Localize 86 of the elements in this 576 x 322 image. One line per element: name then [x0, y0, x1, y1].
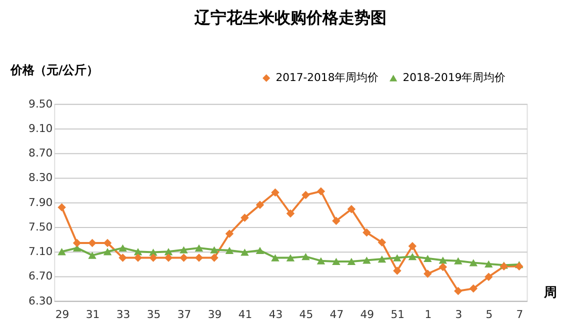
point [72, 238, 82, 248]
point [469, 259, 478, 266]
x-axis-title: 周 [542, 285, 557, 300]
point [378, 238, 386, 247]
point [58, 203, 66, 212]
x-tick-label: 7 [516, 308, 524, 322]
x-tick-label: 37 [177, 308, 192, 322]
point [134, 248, 142, 256]
x-tick-label: 1 [424, 308, 432, 322]
x-tick-label: 35 [146, 308, 161, 322]
point [347, 258, 356, 266]
y-tick-label: 6.70 [28, 270, 53, 283]
point [88, 238, 96, 248]
x-tick-label: 29 [55, 308, 70, 322]
point [194, 254, 204, 262]
y-tick-label: 6.30 [28, 294, 53, 308]
point [118, 254, 127, 262]
x-tick-label: 33 [116, 308, 130, 322]
x-tick-label: 47 [330, 308, 344, 322]
y-tick-label: 9.50 [28, 97, 53, 110]
point [362, 228, 371, 237]
point [210, 254, 218, 262]
point [194, 244, 204, 252]
point [58, 248, 66, 256]
point [103, 248, 112, 256]
x-tick-label: 51 [390, 308, 405, 322]
point [332, 216, 340, 225]
point [164, 248, 173, 256]
point [332, 258, 340, 266]
y-tick-label: 7.90 [28, 196, 53, 209]
point [408, 242, 417, 250]
point [424, 270, 432, 278]
point [240, 214, 249, 222]
point [180, 246, 188, 254]
point [180, 254, 188, 262]
point [210, 246, 218, 254]
point [393, 254, 402, 262]
point [454, 257, 462, 264]
point [271, 254, 280, 262]
point [469, 284, 478, 293]
x-tick-label: 31 [86, 308, 100, 322]
point [515, 262, 524, 271]
point [302, 252, 310, 260]
point [393, 266, 402, 275]
x-tick-label: 3 [455, 308, 462, 322]
point [256, 246, 264, 254]
point [134, 254, 142, 262]
legend-label: 2018-2019年周均价 [402, 71, 506, 84]
point [316, 257, 326, 264]
point [240, 248, 249, 256]
point [484, 260, 493, 268]
point [286, 254, 295, 262]
point [225, 246, 234, 254]
point [408, 252, 417, 260]
point [164, 254, 173, 262]
point [302, 190, 310, 200]
point [118, 244, 127, 252]
point [347, 205, 356, 214]
x-tick-label: 45 [299, 308, 314, 322]
x-tick-label: 39 [208, 308, 222, 322]
x-tick-label: 49 [360, 308, 374, 322]
y-tick-label: 9.10 [28, 122, 53, 135]
y-axis-title: 价格（元/公斤） [9, 62, 99, 77]
y-tick-label: 8.70 [28, 146, 53, 160]
x-tick-label: 5 [486, 308, 493, 322]
point [484, 272, 493, 281]
point [378, 255, 386, 263]
point [286, 209, 295, 218]
point [424, 254, 432, 262]
point [438, 262, 448, 272]
x-tick-label: 41 [238, 308, 252, 322]
point [316, 187, 326, 196]
point [438, 256, 448, 264]
y-tick-label: 8.30 [28, 171, 53, 184]
point [271, 188, 280, 197]
y-tick-label: 7.50 [28, 220, 53, 234]
point [454, 286, 462, 296]
point [256, 200, 264, 209]
chart-title: 辽宁花生米收购价格走势图 [193, 8, 386, 28]
point [88, 252, 96, 259]
point [225, 230, 234, 238]
point [149, 254, 158, 262]
point [362, 256, 371, 264]
y-tick-label: 7.10 [28, 245, 53, 258]
x-tick-label: 43 [268, 308, 283, 322]
legend-label: 2017-2018年周均价 [276, 71, 379, 84]
